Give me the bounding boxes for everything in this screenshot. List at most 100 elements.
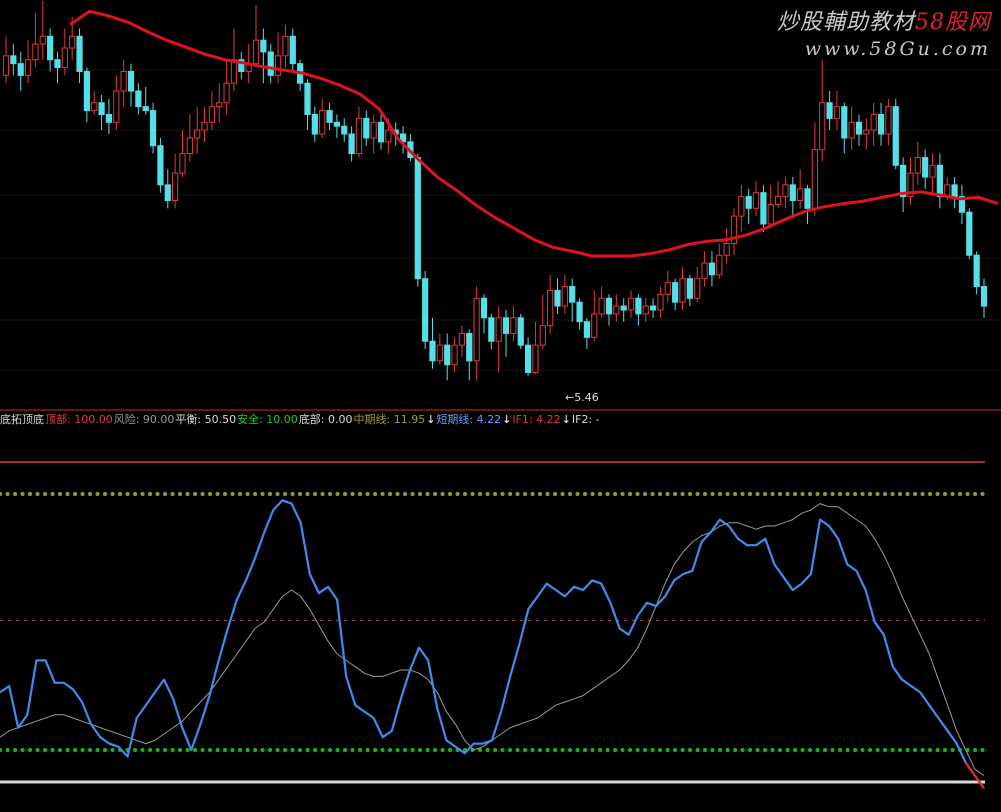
candle-body (61, 47, 68, 69)
series-short (0, 499, 985, 790)
candle-body (355, 117, 363, 155)
candle (274, 32, 282, 84)
candle-body (348, 133, 355, 155)
candle-body (289, 35, 296, 65)
candle (429, 317, 436, 369)
candle-body (708, 262, 716, 276)
candle (936, 153, 943, 209)
candle-body (444, 344, 451, 366)
candle (826, 91, 833, 131)
candle (730, 208, 738, 256)
candle-body (980, 286, 988, 307)
candle-body (855, 121, 863, 135)
candle (76, 28, 83, 84)
candle-body (319, 110, 326, 135)
candle (341, 118, 348, 142)
watermark-line1-brand: 58股网 (915, 10, 991, 35)
legend-short: 短期线: 4.22 (436, 413, 502, 426)
legend-safe: 安全: 10.00 (237, 413, 298, 426)
indicator-reference-lines (0, 461, 987, 784)
candle (767, 184, 774, 228)
candle (819, 59, 826, 162)
candle (958, 184, 966, 224)
legend-short_arrow: ↓ (502, 413, 512, 426)
candle (194, 106, 201, 154)
candle-body (929, 164, 936, 178)
candle-body (39, 35, 46, 45)
candle (723, 227, 730, 264)
candle-body (716, 254, 723, 276)
candle (657, 286, 664, 318)
watermark-line2: www.58Gu.com (804, 38, 991, 60)
candle (569, 278, 576, 322)
candle-body (164, 184, 171, 202)
candle (2, 36, 10, 84)
candle (414, 153, 421, 287)
candle-body (532, 344, 539, 374)
candle-body (914, 156, 921, 174)
candle-body (135, 90, 142, 108)
candle (760, 184, 767, 232)
candle (510, 306, 517, 342)
candle-body (679, 278, 686, 303)
candle (613, 294, 620, 322)
candle-body (870, 113, 877, 131)
candle (789, 177, 796, 217)
candle (627, 290, 635, 318)
legend-bottom: 底部: 0.00 (298, 413, 353, 426)
candle-body (363, 117, 370, 139)
moving-average-line (69, 9, 999, 258)
candle-body (811, 149, 818, 209)
candle-body (833, 106, 841, 119)
candle-body (157, 145, 164, 186)
candle-body (10, 55, 17, 65)
candle-body (841, 106, 848, 139)
candle-body (863, 129, 870, 135)
candle-body (480, 297, 488, 319)
candle (576, 298, 583, 330)
low-price-annotation: ←5.46 (565, 391, 599, 404)
candle-body (672, 282, 679, 303)
candle-body (179, 153, 186, 174)
candle-body (510, 317, 517, 334)
candle (282, 24, 289, 68)
candle-body (2, 55, 10, 76)
candle (260, 28, 267, 84)
candle-body (76, 35, 83, 72)
candle-body (738, 196, 745, 217)
candle-body (69, 35, 76, 49)
candle (973, 251, 980, 295)
candle (473, 286, 480, 381)
candle-body (385, 129, 392, 143)
candle (142, 87, 149, 115)
legend-mid_arrow: ↓ (426, 413, 436, 426)
candle-body (789, 184, 796, 202)
candle-body (260, 39, 267, 53)
candle-body (267, 51, 274, 76)
candle-body (377, 121, 385, 143)
candle (679, 266, 686, 310)
candle-body (819, 102, 826, 151)
candle-body (466, 332, 473, 362)
candle-body (201, 121, 208, 131)
candle-body (274, 55, 282, 76)
candle (333, 114, 341, 138)
candle-body (208, 106, 215, 123)
candle (738, 184, 745, 232)
candle-body (620, 305, 627, 311)
candle (752, 180, 760, 217)
candle-body (142, 106, 149, 112)
candle (172, 153, 179, 209)
candle-body (223, 82, 230, 104)
candle (745, 188, 752, 224)
ma-polyline (69, 9, 999, 258)
candle-body (252, 39, 260, 65)
candle (17, 51, 24, 92)
candle (694, 266, 701, 303)
candle (252, 5, 260, 68)
candle-body (804, 188, 811, 209)
candle (547, 274, 554, 334)
candle-body (664, 282, 671, 295)
legend-title: 底拓顶底 (0, 413, 44, 426)
candle (855, 114, 863, 146)
